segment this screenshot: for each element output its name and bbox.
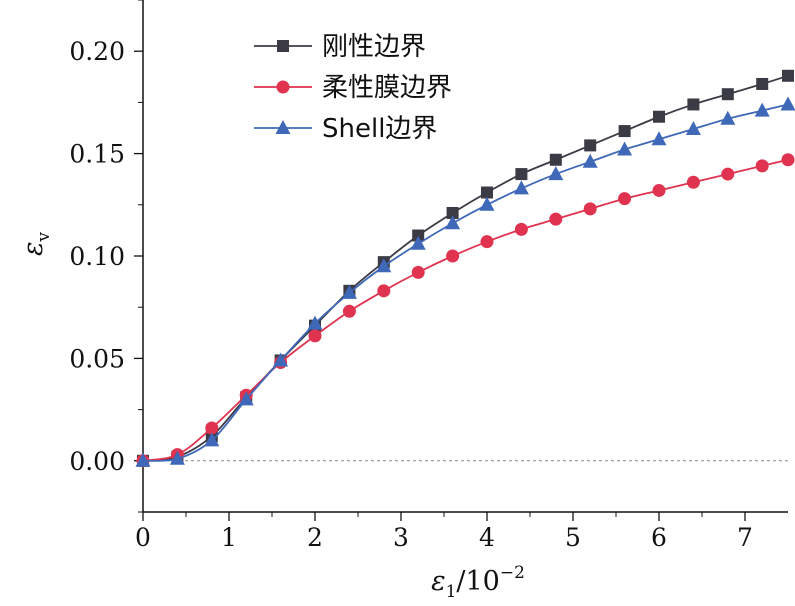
x-tick-label: 5 (565, 523, 581, 552)
x-axis-label: ε1/10−2 (431, 563, 525, 602)
x-tick-label: 4 (479, 523, 495, 552)
legend-label: Shell边界 (322, 114, 437, 144)
data-point (514, 222, 528, 236)
data-point (479, 196, 495, 211)
data-point (204, 432, 220, 447)
x-tick-label: 2 (307, 523, 323, 552)
y-tick-label: 0.20 (69, 37, 125, 66)
data-point (686, 175, 700, 189)
data-point (617, 141, 633, 156)
data-point (549, 153, 562, 166)
y-tick-label: 0.15 (69, 140, 125, 169)
legend-marker (275, 120, 291, 134)
data-point (653, 110, 665, 123)
x-tick-label: 7 (737, 523, 753, 552)
data-point (481, 186, 493, 199)
series-triangle (135, 96, 795, 467)
data-point (583, 202, 597, 216)
data-point (307, 315, 323, 330)
series-line (142, 103, 789, 462)
legend-label: 柔性膜边界 (322, 73, 452, 103)
series-layer (135, 69, 795, 468)
data-point (445, 215, 461, 230)
data-point (377, 284, 391, 298)
data-point (618, 192, 632, 206)
legend-item: 刚性边界 (254, 32, 426, 62)
x-tick-label: 6 (651, 523, 667, 552)
data-point (446, 206, 459, 219)
y-tick-label: 0.10 (69, 242, 125, 271)
data-point (618, 125, 631, 138)
data-point (549, 212, 563, 226)
data-point (376, 258, 392, 273)
data-point (135, 452, 151, 467)
series-circle (136, 153, 795, 468)
data-point (652, 183, 666, 197)
legend-label: 刚性边界 (322, 32, 426, 62)
data-point (273, 352, 289, 367)
data-point (720, 110, 736, 125)
data-point (651, 131, 667, 146)
data-point (342, 304, 356, 318)
data-point (513, 180, 529, 195)
data-point (721, 167, 735, 181)
data-point (755, 159, 769, 173)
y-tick-label: 0.00 (69, 447, 125, 476)
x-tick-label: 1 (221, 523, 237, 552)
data-point (411, 265, 425, 279)
x-tick-label: 0 (135, 523, 151, 552)
data-point (410, 235, 426, 250)
axes: 0 1 2 3 4 5 6 7 0.00 0.05 0.10 0.15 0.20 (69, 0, 788, 552)
data-point (780, 96, 795, 111)
legend-item: Shell边界 (254, 114, 437, 144)
legend-marker (277, 40, 289, 52)
legend-marker (276, 80, 290, 94)
data-point (685, 121, 701, 136)
data-point (169, 450, 185, 465)
data-point (756, 77, 769, 90)
data-point (582, 153, 598, 168)
data-point (412, 229, 425, 242)
data-point (480, 235, 494, 249)
data-point (782, 69, 794, 82)
data-point (548, 166, 564, 181)
y-tick-label: 0.05 (69, 344, 125, 373)
data-point (687, 98, 700, 111)
y-axis-label: εv (18, 232, 54, 257)
data-point (584, 139, 597, 152)
data-point (721, 88, 734, 101)
data-point (205, 421, 219, 435)
data-point (781, 153, 795, 167)
data-point (238, 391, 254, 406)
data-point (754, 102, 770, 117)
legend-item: 柔性膜边界 (254, 73, 452, 103)
x-tick-label: 3 (393, 523, 409, 552)
data-point (446, 249, 460, 263)
data-point (515, 168, 528, 181)
data-point (341, 284, 357, 299)
data-point (308, 329, 322, 343)
